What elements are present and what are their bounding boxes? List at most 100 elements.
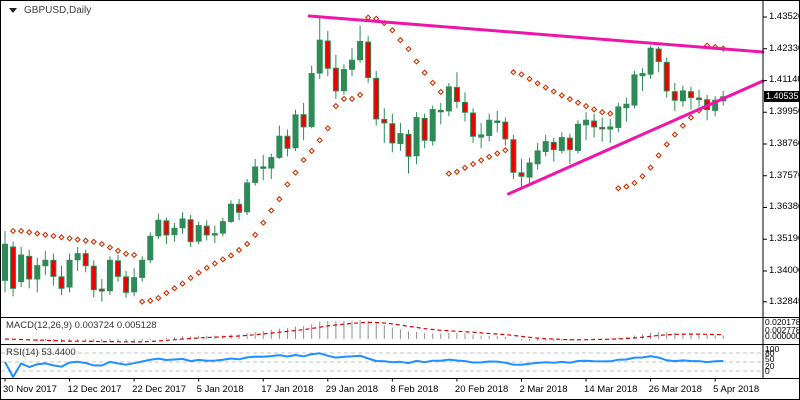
trendlines[interactable] [307,14,765,196]
sar-dot [114,247,122,254]
sar-dot [558,92,566,99]
sar-dot [203,264,210,272]
bull-candle-body [171,227,178,236]
sar-dot [574,99,582,106]
sar-dot [211,260,219,267]
sar-dot [687,114,695,121]
sar-dot [607,110,614,117]
sar-dot [631,179,638,187]
sar-dot [316,137,323,144]
time-axis-label: 2 Mar 2018 [519,384,568,395]
sar-dot [590,106,598,113]
sar-dot [276,195,283,203]
sar-dot [623,183,630,190]
bull-candle-body [639,73,646,77]
bull-candle-body [647,47,654,75]
bear-candle-body [671,91,678,101]
sar-dot [90,238,97,245]
current-price-badge: 1.40535 [764,91,799,102]
sar-dot [122,250,130,257]
time-axis-label: 17 Jan 2018 [261,384,314,395]
bear-candle-body [655,48,662,63]
sar-dot [308,147,315,155]
bear-candle-body [284,135,291,149]
bear-candle-body [10,246,17,289]
bull-candle-body [679,90,686,102]
sar-dot [639,173,646,180]
sar-dot [356,91,364,99]
sar-dot [461,164,469,171]
sar-dot [82,237,89,244]
bear-candle-body [365,41,372,79]
macd-panel[interactable] [4,320,724,343]
bull-candle-body [349,59,356,70]
sar-dot [155,294,162,302]
chart-frame [1,1,799,382]
time-axis-label: 20 Feb 2018 [454,384,509,395]
rsi-line [4,352,724,378]
bear-candle-body [50,259,57,277]
trendline-descending-resistance[interactable] [307,14,765,54]
bull-candle-body [34,265,41,280]
sar-dot [340,95,348,103]
sar-dot [477,157,485,164]
bear-candle-body [300,114,307,128]
bull-candle-body [106,259,113,292]
bear-candle-body [494,120,501,123]
bear-candle-body [260,166,267,169]
bull-candle-body [131,277,138,293]
time-axis-label: 8 Feb 2018 [390,384,439,395]
bull-candle-body [542,141,549,152]
rsi-axis-label: 50 [765,354,775,364]
candles-series [2,17,727,302]
sar-dot [655,152,662,159]
sar-dot [679,122,687,129]
bear-candle-body [510,139,517,173]
bull-candle-body [179,218,186,229]
price-axis-label: 1.43520 [769,11,800,22]
parabolic-sar-series [9,14,727,305]
sar-dot [510,69,517,76]
rsi-panel[interactable] [4,352,724,378]
bull-candle-body [308,73,315,127]
bear-candle-body [90,265,97,291]
sar-dot [139,298,146,305]
bull-candle-body [526,162,533,178]
sar-dot [486,153,493,160]
time-axis-label: 22 Dec 2017 [132,384,186,395]
bear-candle-body [114,260,121,277]
sar-dot [42,231,49,238]
bull-candle-body [42,259,49,267]
sar-dot [268,207,275,214]
bull-candle-body [486,119,493,136]
bear-candle-body [470,112,477,137]
symbol-dropdown-icon[interactable] [9,8,17,13]
bull-candle-body [623,103,630,109]
bull-candle-body [340,69,347,92]
bear-candle-body [663,61,670,92]
sar-dot [566,95,574,103]
sar-dot [74,236,81,243]
price-axis-label: 1.37570 [769,169,800,181]
bear-candle-body [687,91,694,99]
bear-candle-body [324,40,331,69]
bull-candle-body [615,106,622,128]
bear-candle-body [437,109,444,113]
price-axis-label: 1.36380 [769,201,800,213]
sar-dot [300,156,307,164]
sar-dot [147,297,154,304]
sar-dot [582,102,590,110]
bear-candle-body [591,120,598,128]
sar-dot [58,234,65,241]
price-axis-label: 1.39950 [769,106,800,118]
bull-candle-body [607,126,614,130]
bear-candle-body [405,133,412,157]
trendline-ascending-support[interactable] [507,79,765,196]
bull-candle-body [583,119,590,126]
sar-dot [243,240,251,248]
bull-candle-body [478,134,485,138]
bear-candle-body [26,255,33,280]
sar-dot [502,147,509,154]
